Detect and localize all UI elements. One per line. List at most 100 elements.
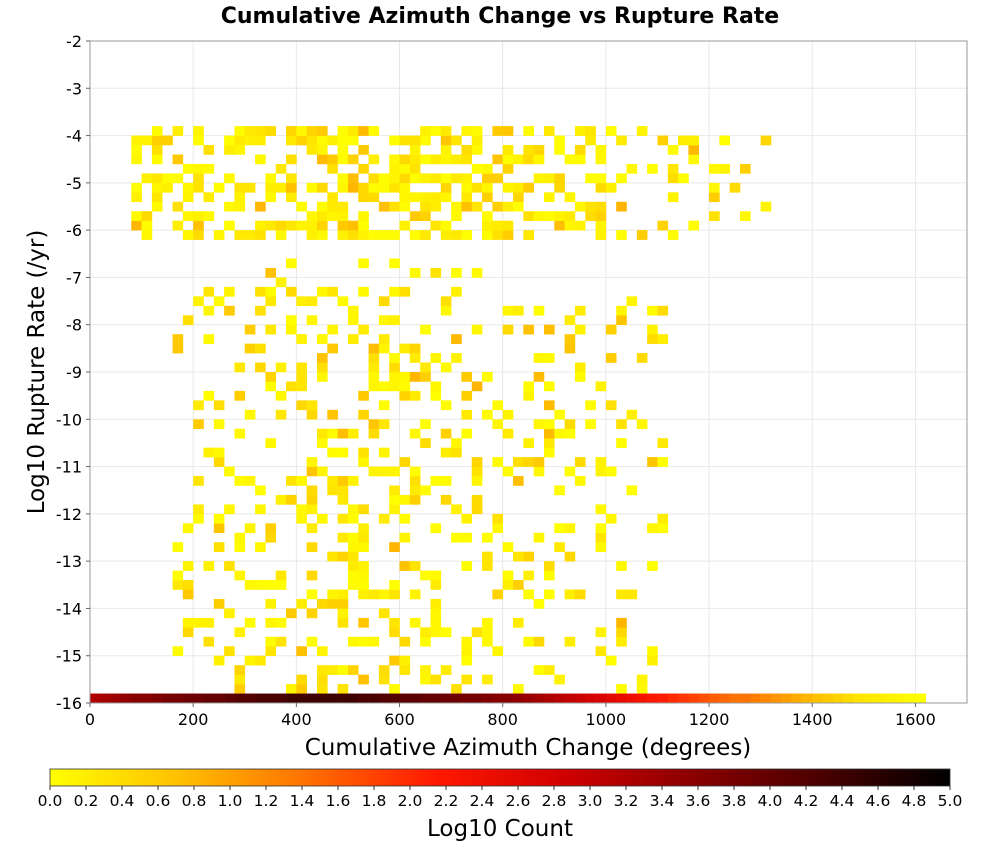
- heatmap-cell: [368, 466, 380, 477]
- heatmap-cell: [471, 324, 483, 335]
- heatmap-cell: [389, 315, 400, 326]
- heatmap-cell: [224, 220, 235, 231]
- heatmap-cell: [616, 684, 627, 694]
- heatmap-cell: [224, 608, 235, 619]
- heatmap-cell: [409, 145, 421, 155]
- heatmap-cell: [110, 693, 122, 704]
- heatmap-cell: [131, 211, 142, 221]
- heatmap-cell: [286, 220, 297, 231]
- heatmap-cell: [182, 561, 194, 571]
- heatmap-cell: [564, 466, 576, 477]
- heatmap-cell: [213, 542, 225, 552]
- heatmap-cell: [513, 201, 524, 212]
- heatmap-cell: [399, 636, 411, 647]
- heatmap-cell: [574, 201, 586, 212]
- heatmap-cell: [399, 457, 411, 467]
- heatmap-cell: [203, 286, 215, 297]
- heatmap-cell: [213, 400, 225, 411]
- heatmap-cell: [492, 523, 504, 534]
- heatmap-cell: [440, 428, 452, 439]
- heatmap-cell: [420, 419, 431, 430]
- heatmap-cell: [523, 324, 534, 335]
- heatmap-cell: [533, 305, 545, 316]
- heatmap-cell: [182, 523, 194, 534]
- heatmap-cell: [213, 655, 225, 666]
- heatmap-cell: [543, 381, 555, 392]
- heatmap-cell: [162, 135, 173, 146]
- heatmap-cell: [265, 267, 277, 278]
- heatmap-cell: [616, 617, 627, 628]
- heatmap-cell: [543, 561, 555, 571]
- heatmap-cell: [554, 428, 565, 439]
- heatmap-cell: [358, 258, 369, 269]
- heatmap-cell: [255, 154, 266, 165]
- heatmap-cell: [595, 211, 607, 221]
- heatmap-cell: [255, 504, 266, 515]
- heatmap-cell: [523, 390, 534, 401]
- heatmap-cell: [182, 580, 194, 590]
- heatmap-cell: [440, 665, 452, 675]
- heatmap-cell: [492, 154, 504, 165]
- heatmap-cell: [378, 589, 390, 600]
- heatmap-cell: [120, 693, 132, 704]
- heatmap-cell: [533, 145, 545, 155]
- heatmap-cell: [327, 447, 338, 458]
- heatmap-cell: [286, 258, 297, 269]
- heatmap-cell: [151, 192, 163, 203]
- heatmap-cell: [502, 305, 514, 316]
- heatmap-cell: [368, 362, 380, 373]
- heatmap-cell: [193, 419, 204, 430]
- heatmap-cell: [286, 173, 297, 184]
- heatmap-cell: [358, 589, 369, 600]
- heatmap-cell: [523, 230, 534, 240]
- heatmap-cell: [347, 182, 359, 193]
- heatmap-cell: [193, 220, 204, 231]
- heatmap-cell: [605, 655, 617, 666]
- heatmap-cell: [172, 646, 184, 657]
- heatmap-cell: [647, 561, 658, 571]
- heatmap-cell: [894, 693, 906, 704]
- heatmap-cell: [420, 154, 431, 165]
- heatmap-cell: [286, 693, 297, 704]
- heatmap-cell: [564, 523, 576, 534]
- heatmap-cell: [265, 381, 277, 392]
- colorbar-tick-label: 2.0: [398, 792, 423, 810]
- heatmap-cell: [605, 693, 617, 704]
- heatmap-cell: [451, 684, 462, 694]
- heatmap-cell: [234, 570, 246, 581]
- heatmap-cell: [399, 390, 411, 401]
- heatmap-cell: [327, 598, 338, 609]
- heatmap-cell: [337, 220, 349, 231]
- heatmap-cell: [564, 315, 576, 326]
- heatmap-cell: [492, 126, 504, 136]
- heatmap-cell: [595, 466, 607, 477]
- heatmap-cell: [296, 504, 307, 515]
- heatmap-cell: [595, 381, 607, 392]
- heatmap-cell: [420, 636, 431, 647]
- heatmap-cell: [358, 617, 369, 628]
- heatmap-cell: [234, 428, 246, 439]
- heatmap-cell: [265, 693, 277, 704]
- heatmap-cell: [636, 126, 648, 136]
- heatmap-cell: [502, 409, 514, 420]
- heatmap-cell: [275, 693, 287, 704]
- heatmap-cell: [275, 182, 287, 193]
- heatmap-cell: [378, 466, 390, 477]
- heatmap-cell: [409, 154, 421, 165]
- heatmap-cell: [358, 447, 369, 458]
- heatmap-cell: [543, 211, 555, 221]
- heatmap-cell: [482, 636, 493, 647]
- heatmap-cell: [440, 145, 452, 155]
- heatmap-cell: [616, 589, 627, 600]
- heatmap-cell: [832, 693, 844, 704]
- heatmap-cell: [564, 192, 576, 203]
- heatmap-cell: [255, 286, 266, 297]
- heatmap-cell: [440, 693, 452, 704]
- heatmap-cell: [430, 220, 442, 231]
- heatmap-cell: [306, 636, 318, 647]
- heatmap-cell: [585, 400, 596, 411]
- y-tick-label: -7: [66, 268, 82, 287]
- heatmap-cell: [636, 674, 648, 685]
- heatmap-cell: [605, 466, 617, 477]
